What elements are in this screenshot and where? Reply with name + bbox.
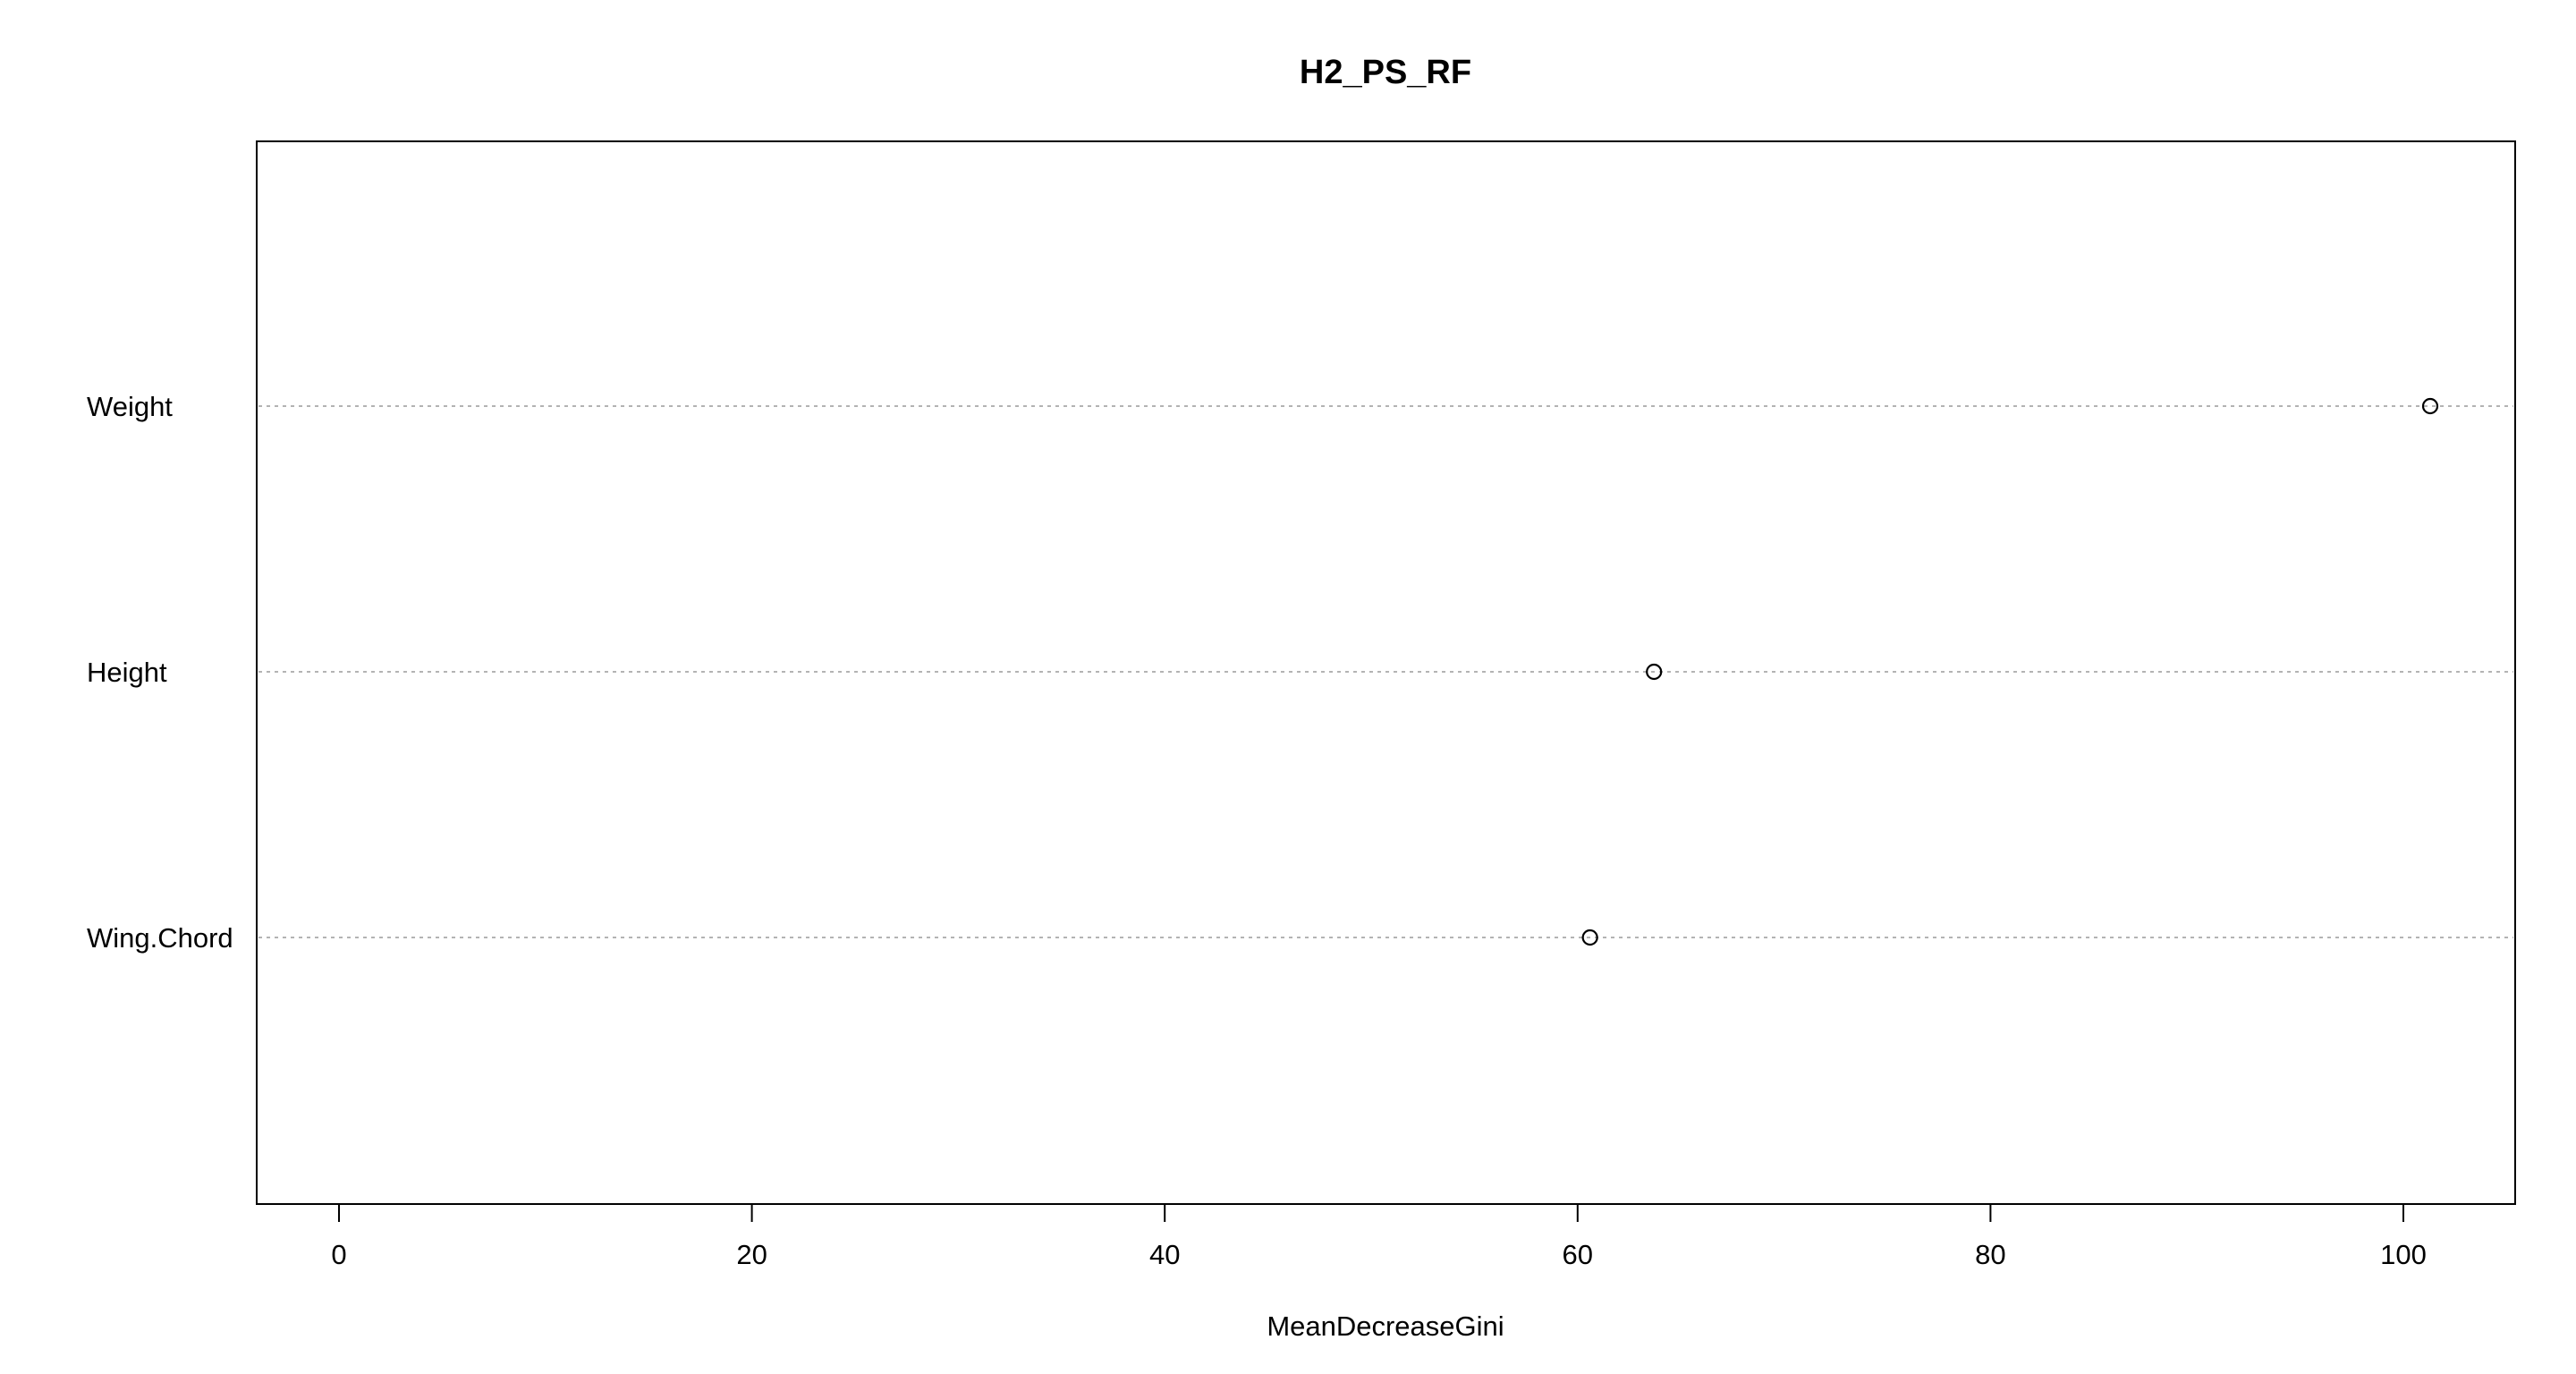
grid-lines	[258, 405, 2513, 938]
x-tick-label-100: 100	[2380, 1239, 2427, 1270]
data-point-wing-chord	[1581, 929, 1598, 946]
data-point-weight	[2421, 397, 2439, 415]
data-point-height	[1646, 663, 1663, 681]
category-label-wing-chord: Wing.Chord	[87, 922, 233, 954]
x-tick-label-20: 20	[736, 1239, 767, 1270]
category-label-height: Height	[87, 657, 167, 688]
x-axis-label: MeanDecreaseGini	[1267, 1310, 1504, 1342]
x-tick-label-60: 60	[1563, 1239, 1593, 1270]
chart-title: H2_PS_RF	[1300, 54, 1471, 91]
x-axis: 0 20 40 60 80 100	[331, 1203, 2427, 1270]
x-tick-label-40: 40	[1149, 1239, 1180, 1270]
x-tick-label-0: 0	[331, 1239, 346, 1270]
category-label-weight: Weight	[87, 391, 173, 422]
category-labels: Weight Height Wing.Chord	[87, 391, 233, 954]
data-points	[1581, 397, 2439, 946]
x-tick-label-80: 80	[1975, 1239, 2005, 1270]
